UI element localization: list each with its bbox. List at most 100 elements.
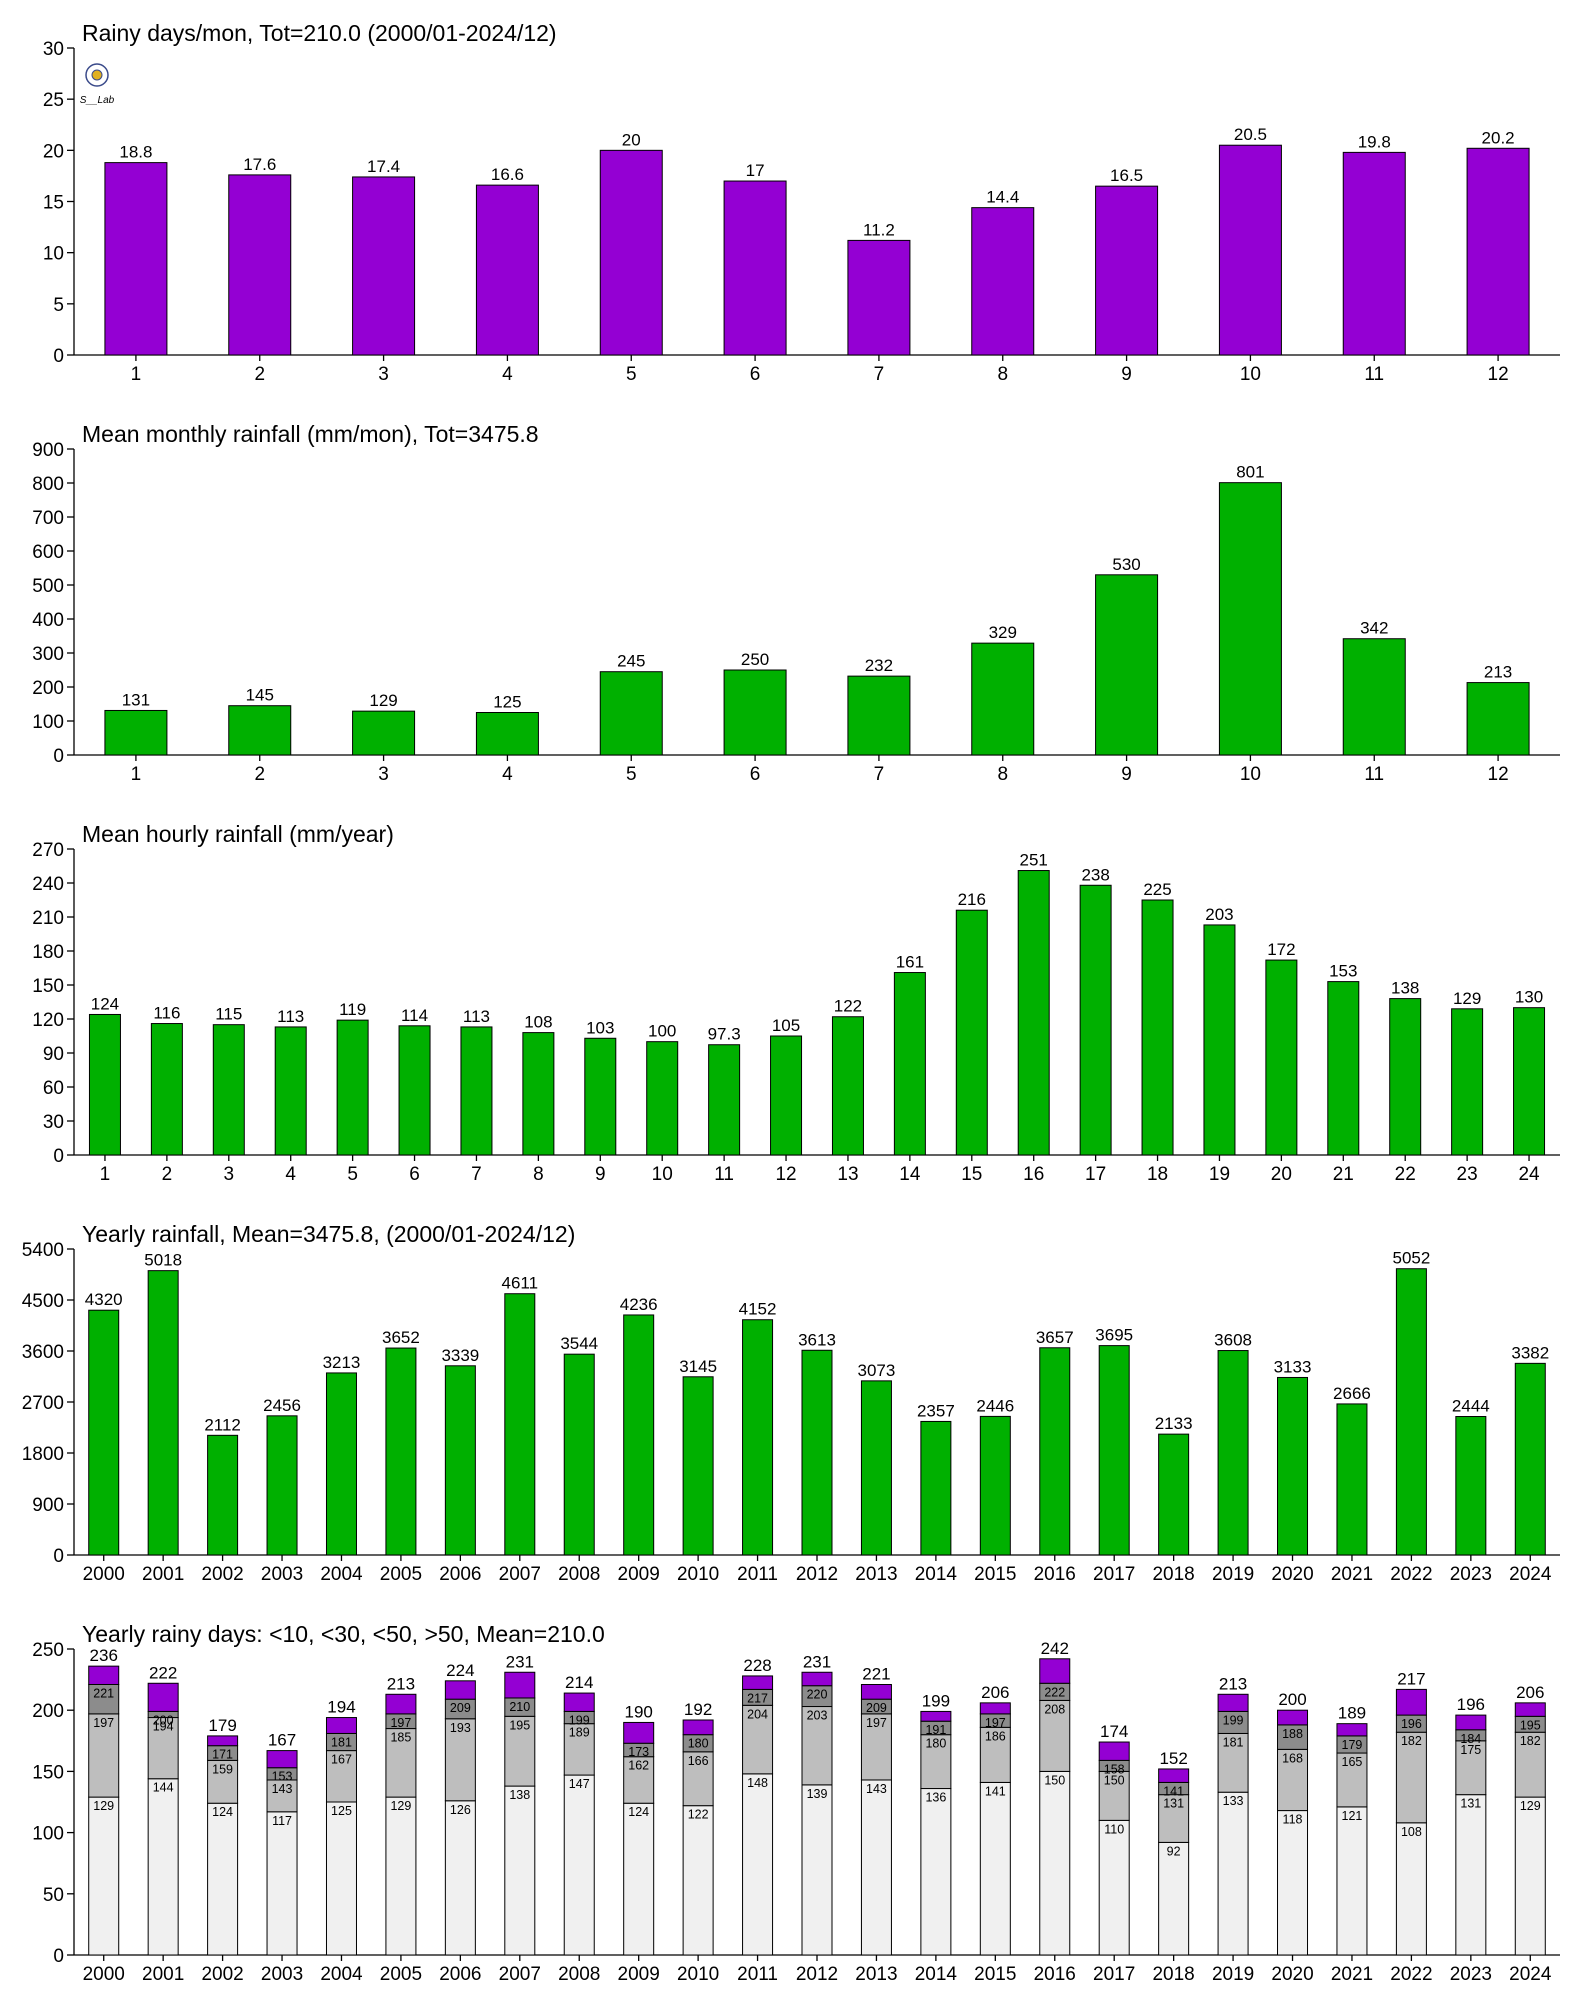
x-tick-label: 22 bbox=[1395, 1164, 1416, 1185]
bar-segment-lt50 bbox=[88, 1683, 120, 1715]
x-tick-label: 10 bbox=[1240, 364, 1261, 385]
bar-segment-gt50 bbox=[623, 1721, 655, 1744]
bar-value-label: 11.2 bbox=[863, 220, 895, 239]
x-tick-label: 2002 bbox=[201, 1564, 243, 1585]
bar-value-label: 3657 bbox=[1036, 1328, 1074, 1347]
bar-segment-lt10 bbox=[742, 1773, 774, 1956]
x-tick-label: 2 bbox=[254, 764, 265, 785]
chart-title: Yearly rainy days: <10, <30, <50, >50, M… bbox=[82, 1621, 605, 1647]
bar-value-label: 16.6 bbox=[491, 165, 524, 184]
x-tick-label: 6 bbox=[750, 364, 761, 385]
bar-total-label: 200 bbox=[1278, 1690, 1306, 1709]
y-tick-label: 0 bbox=[53, 1146, 64, 1167]
bar bbox=[847, 675, 911, 756]
x-tick-label: 2020 bbox=[1271, 1564, 1313, 1585]
x-tick-label: 2016 bbox=[1034, 1964, 1076, 1985]
segment-label-lt50: 220 bbox=[807, 1688, 828, 1702]
bar bbox=[336, 1019, 369, 1156]
bar-total-label: 206 bbox=[1516, 1683, 1544, 1702]
y-tick-label: 90 bbox=[43, 1044, 64, 1065]
bar-total-label: 174 bbox=[1100, 1722, 1128, 1741]
bar-segment-lt10 bbox=[1455, 1794, 1487, 1956]
bar-segment-lt30 bbox=[1395, 1731, 1427, 1824]
bar-segment-lt10 bbox=[444, 1800, 476, 1956]
bar bbox=[979, 1415, 1011, 1556]
bar-value-label: 3544 bbox=[560, 1334, 598, 1353]
bar-value-label: 3145 bbox=[679, 1357, 717, 1376]
segment-label-lt10: 124 bbox=[628, 1805, 649, 1819]
y-tick-label: 1800 bbox=[22, 1444, 64, 1465]
bar-total-label: 206 bbox=[981, 1683, 1009, 1702]
bar-value-label: 3613 bbox=[798, 1330, 836, 1349]
bar-segment-lt10 bbox=[563, 1774, 595, 1956]
bar bbox=[1277, 1376, 1309, 1556]
y-tick-label: 250 bbox=[32, 1640, 64, 1661]
y-tick-label: 30 bbox=[43, 39, 64, 60]
x-tick-label: 12 bbox=[1488, 364, 1509, 385]
x-tick-label: 2008 bbox=[558, 1964, 600, 1985]
bar-value-label: 20 bbox=[622, 130, 641, 149]
bar bbox=[646, 1041, 679, 1156]
bar-segment-lt10 bbox=[88, 1796, 120, 1956]
bar bbox=[1217, 1350, 1249, 1556]
bar bbox=[1514, 1362, 1546, 1556]
segment-label-lt50: 153 bbox=[272, 1770, 293, 1784]
x-tick-label: 2014 bbox=[915, 1564, 958, 1585]
x-tick-label: 2008 bbox=[558, 1564, 600, 1585]
bar-segment-gt50 bbox=[920, 1710, 952, 1722]
y-tick-label: 120 bbox=[32, 1010, 64, 1031]
bar bbox=[563, 1353, 595, 1556]
bar-value-label: 3133 bbox=[1274, 1357, 1312, 1376]
bar-segment-lt30 bbox=[1277, 1748, 1309, 1812]
x-tick-label: 2023 bbox=[1450, 1564, 1492, 1585]
x-tick-label: 2000 bbox=[83, 1964, 125, 1985]
y-tick-label: 30 bbox=[43, 1112, 64, 1133]
bar-value-label: 14.4 bbox=[986, 188, 1019, 207]
bar bbox=[1455, 1416, 1487, 1556]
bar-segment-lt10 bbox=[1395, 1822, 1427, 1956]
bar-value-label: 3695 bbox=[1095, 1326, 1133, 1345]
bar-segment-lt30 bbox=[682, 1751, 714, 1807]
segment-label-lt50: 179 bbox=[1342, 1738, 1363, 1752]
bar-segment-lt10 bbox=[860, 1779, 892, 1956]
bar bbox=[228, 174, 292, 356]
bar-segment-lt30 bbox=[147, 1717, 179, 1780]
x-tick-label: 2009 bbox=[618, 1964, 660, 1985]
bar-segment-gt50 bbox=[207, 1735, 239, 1747]
y-tick-label: 200 bbox=[32, 1701, 64, 1722]
bar-segment-gt50 bbox=[147, 1682, 179, 1712]
bar bbox=[599, 149, 663, 356]
x-tick-label: 1 bbox=[131, 764, 142, 785]
bar-segment-lt30 bbox=[88, 1713, 120, 1798]
x-tick-label: 5 bbox=[626, 364, 637, 385]
y-tick-label: 5400 bbox=[22, 1240, 64, 1261]
x-tick-label: 3 bbox=[378, 364, 389, 385]
bar-value-label: 145 bbox=[246, 686, 274, 705]
segment-label-lt50: 199 bbox=[1223, 1713, 1244, 1727]
bar-value-label: 129 bbox=[1453, 989, 1481, 1008]
bar-value-label: 213 bbox=[1484, 663, 1512, 682]
x-tick-label: 2024 bbox=[1509, 1964, 1552, 1985]
chart-panel-4: Yearly rainfall, Mean=3475.8, (2000/01-2… bbox=[22, 1221, 1560, 1585]
bar-segment-gt50 bbox=[1514, 1702, 1546, 1717]
bar-value-label: 116 bbox=[153, 1004, 180, 1023]
bar-segment-gt50 bbox=[1277, 1709, 1309, 1726]
segment-label-lt10: 139 bbox=[807, 1787, 828, 1801]
bar bbox=[444, 1365, 476, 1556]
bar-segment-lt10 bbox=[1217, 1791, 1249, 1956]
bar-segment-lt30 bbox=[623, 1756, 655, 1804]
chart-panel-3: Mean hourly rainfall (mm/year)0306090120… bbox=[32, 821, 1560, 1185]
x-tick-label: 2018 bbox=[1152, 1964, 1194, 1985]
bar-value-label: 5018 bbox=[144, 1251, 182, 1270]
bar-value-label: 801 bbox=[1236, 463, 1264, 482]
x-tick-label: 10 bbox=[1240, 764, 1261, 785]
bar-value-label: 17.6 bbox=[243, 155, 276, 174]
bar-value-label: 225 bbox=[1143, 880, 1171, 899]
bar-segment-gt50 bbox=[682, 1719, 714, 1736]
bar-total-label: 217 bbox=[1397, 1669, 1425, 1688]
y-tick-label: 60 bbox=[43, 1078, 64, 1099]
bar bbox=[274, 1026, 307, 1156]
x-tick-label: 2009 bbox=[618, 1564, 660, 1585]
segment-label-lt10: 124 bbox=[212, 1805, 233, 1819]
bar-segment-gt50 bbox=[1217, 1693, 1249, 1712]
